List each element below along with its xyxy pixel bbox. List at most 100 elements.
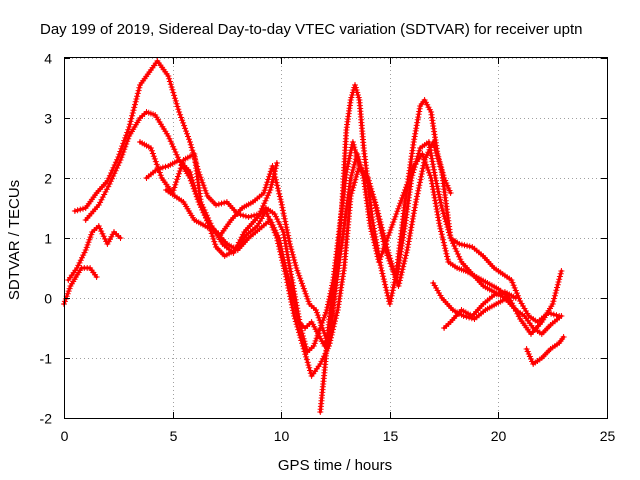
- data-point: [426, 146, 433, 153]
- data-point: [135, 87, 142, 94]
- data-point: [267, 217, 274, 223]
- data-point: [453, 248, 460, 255]
- data-point: [273, 179, 280, 186]
- data-point: [382, 240, 389, 247]
- data-point: [171, 92, 178, 99]
- data-point: [356, 159, 363, 165]
- data-point: [315, 314, 322, 321]
- data-point: [359, 169, 366, 176]
- data-point: [376, 256, 383, 263]
- data-point: [299, 343, 306, 349]
- data-point: [389, 263, 396, 270]
- data-point: [279, 226, 286, 233]
- data-point: [401, 189, 407, 196]
- data-point: [269, 222, 276, 229]
- data-point: [301, 288, 308, 295]
- data-point: [415, 187, 422, 194]
- data-point: [274, 185, 281, 192]
- data-point: [389, 221, 396, 228]
- data-point: [84, 241, 91, 248]
- data-point: [367, 223, 374, 229]
- data-point: [383, 287, 390, 294]
- data-point: [128, 115, 135, 122]
- data-point: [400, 263, 407, 270]
- data-point: [425, 167, 432, 173]
- data-point: [509, 279, 516, 286]
- data-point: [281, 259, 288, 266]
- data-point: [400, 192, 407, 199]
- data-point: [107, 178, 114, 185]
- data-point: [209, 233, 216, 240]
- data-point: [286, 281, 293, 287]
- data-point: [330, 326, 336, 333]
- data-point: [368, 228, 375, 235]
- data-point: [354, 151, 361, 157]
- data-point: [380, 276, 387, 283]
- data-point: [510, 302, 517, 309]
- data-point: [290, 254, 297, 261]
- data-point: [188, 144, 195, 151]
- data-point: [172, 97, 179, 104]
- data-point: [291, 299, 298, 306]
- data-point: [357, 164, 364, 171]
- data-point: [438, 231, 445, 238]
- data-point: [358, 167, 365, 173]
- data-point: [556, 273, 563, 280]
- data-point: [425, 149, 432, 156]
- data-point: [131, 104, 138, 111]
- data-point: [302, 290, 309, 297]
- data-point: [105, 183, 112, 190]
- data-point: [121, 146, 128, 153]
- data-point: [379, 248, 386, 255]
- data-point: [554, 281, 561, 288]
- data-point: [414, 193, 420, 200]
- data-point: [396, 203, 403, 209]
- data-point: [276, 221, 283, 228]
- data-point: [440, 236, 447, 243]
- data-point: [74, 265, 80, 271]
- data-point: [332, 315, 339, 322]
- data-point: [509, 300, 515, 307]
- data-point: [431, 141, 437, 148]
- data-point: [276, 237, 283, 244]
- data-point: [119, 151, 126, 158]
- data-point: [354, 168, 361, 175]
- data-point: [169, 86, 176, 93]
- data-point: [170, 187, 177, 194]
- data-point: [317, 325, 324, 331]
- data-point: [375, 259, 382, 265]
- data-point: [466, 314, 473, 321]
- data-point: [292, 305, 299, 312]
- data-point: [203, 214, 210, 221]
- data-point: [191, 185, 198, 192]
- data-point: [404, 179, 411, 185]
- series-trace-6: [143, 139, 565, 379]
- data-point: [408, 168, 415, 175]
- chart-title: Day 199 of 2019, Sidereal Day-to-day VTE…: [40, 21, 582, 38]
- data-point: [240, 212, 247, 219]
- data-point: [263, 181, 270, 188]
- data-point: [199, 206, 206, 213]
- data-point: [381, 243, 388, 249]
- data-point: [442, 247, 449, 254]
- data-point: [132, 101, 138, 108]
- data-point: [288, 286, 295, 293]
- data-point: [435, 158, 442, 165]
- data-point: [396, 280, 403, 287]
- data-point: [395, 283, 402, 289]
- data-point: [456, 253, 463, 260]
- data-point: [183, 128, 189, 135]
- data-point: [333, 312, 340, 319]
- data-point: [289, 289, 296, 295]
- data-point: [290, 297, 297, 304]
- data-point: [284, 273, 291, 279]
- data-point: [109, 175, 115, 182]
- data-point: [297, 334, 304, 341]
- data-point: [270, 168, 277, 175]
- data-point: [184, 130, 190, 137]
- data-point: [286, 278, 293, 285]
- data-point: [377, 253, 384, 260]
- data-point: [389, 290, 396, 297]
- data-point: [418, 173, 425, 180]
- data-point: [515, 313, 522, 320]
